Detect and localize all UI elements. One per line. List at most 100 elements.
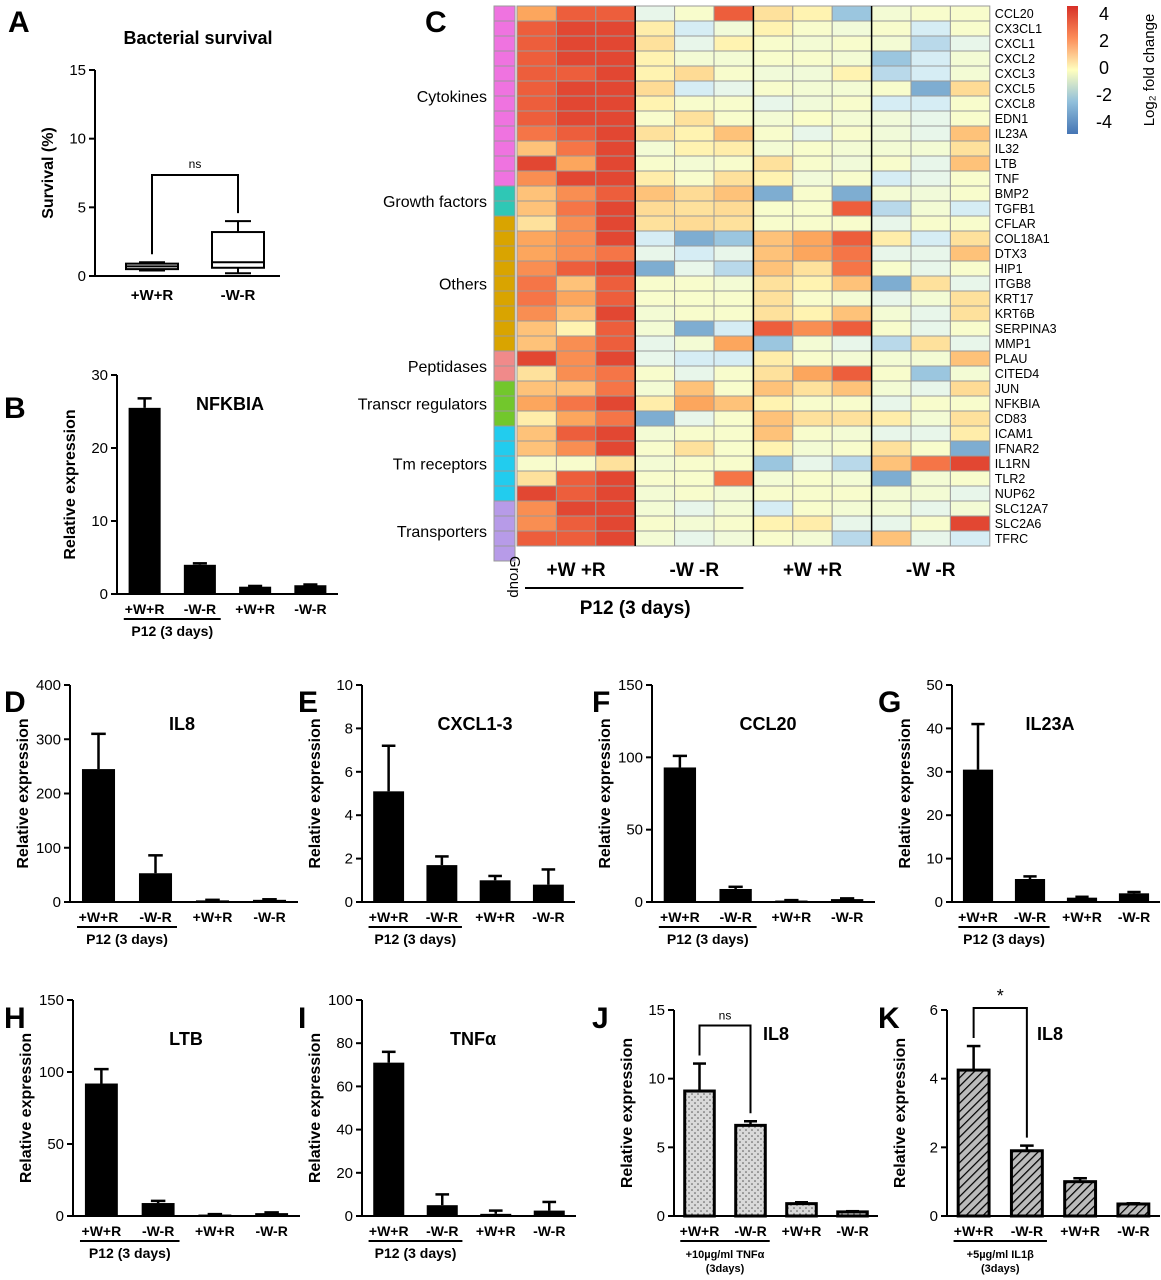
heatmap-cell [595,215,636,232]
heatmap-cell [752,320,794,337]
heatmap-cell [674,155,715,172]
heatmap-cell [910,350,951,367]
heatmap-cell [792,275,833,292]
gene-label: COL18A1 [995,232,1050,246]
heatmap-cell [634,350,676,367]
heatmap-cell [555,350,597,367]
heatmap-cell [555,440,597,457]
gene-label: SERPINA3 [995,322,1057,336]
bar [663,767,697,902]
heatmap-cell [792,350,833,367]
heatmap-cell [949,245,991,262]
heatmap-cell [752,275,794,292]
y-tick-label: 80 [336,1035,353,1052]
y-tick-label: 5 [78,199,86,216]
heatmap-cell [674,335,715,352]
heatmap-cell [871,335,912,352]
heatmap-cell [713,455,754,472]
heatmap-cell [831,275,873,292]
y-tick-label: 0 [78,268,86,285]
heatmap-cell [792,155,833,172]
bar [128,407,161,594]
heatmap-cell [792,320,833,337]
heatmap-cell [634,80,676,97]
heatmap-cell [516,95,557,112]
heatmap-cell [949,5,991,22]
x-tick-label: -W-R [255,1223,287,1239]
heatmap-cell [674,515,715,532]
heatmap-cell [792,395,833,412]
heatmap-cell [871,470,912,487]
heatmap-cell [516,260,557,277]
heatmap-cell [831,425,873,442]
bar [195,900,230,902]
heatmap-cell [595,110,636,127]
heatmap-cell [595,350,636,367]
panel-letter-g: G [878,686,901,719]
x-tick-label: +W+R [772,909,812,925]
column-group-label: -W -R [670,560,720,581]
heatmap-cell [674,290,715,307]
y-axis-label: Relative expression [62,409,79,559]
y-tick-label: 15 [648,1002,665,1019]
heatmap-cell [792,5,833,22]
heatmap-cell [634,425,676,442]
heatmap-cell [752,20,794,37]
heatmap-cell [555,425,597,442]
heatmap-cell [792,365,833,382]
chart-title: CCL20 [739,714,796,734]
bar [81,769,116,902]
heatmap-cell [910,365,951,382]
heatmap-cell [752,410,794,427]
heatmap-cell [949,305,991,322]
panel-a: 0 5 10 15 Survival (%) Bacterial survival +W+R… [40,28,280,304]
bar [373,1062,405,1216]
heatmap-cell [752,365,794,382]
heatmap-cell [910,470,951,487]
heatmap-cell [713,485,754,502]
bar [683,1089,716,1218]
heatmap-cell [595,140,636,157]
heatmap-cell [871,350,912,367]
heatmap-cell [595,410,636,427]
heatmap-cell [674,50,715,67]
gene-label: KRT17 [995,292,1034,306]
heatmap-cell [910,215,951,232]
heatmap-cell [634,305,676,322]
heatmap-cell [634,155,676,172]
gene-label: IL32 [995,142,1019,156]
bar [479,880,511,902]
heatmap-cell [634,125,676,142]
heatmap-cell [516,425,557,442]
heatmap-cell [555,395,597,412]
heatmap-cell [595,260,636,277]
heatmap-cell [674,305,715,322]
y-tick-label: 60 [336,1078,353,1095]
heatmap-cell [674,485,715,502]
heatmap-cell [595,5,636,22]
gene-label: CXCL2 [995,52,1035,66]
heatmap-cell [516,515,557,532]
bar [426,865,458,902]
bar [1118,893,1150,902]
panel-letter-e: E [298,686,318,719]
heatmap-cell [871,290,912,307]
heatmap-cell [871,395,912,412]
gene-label: TNF [995,172,1020,186]
heatmap-cell [516,140,557,157]
y-tick-label: 8 [345,720,353,737]
heatmap-cell [595,455,636,472]
heatmap-cell [595,380,636,397]
heatmap-cell [792,185,833,202]
category-label: Others [439,277,487,294]
heatmap-cell [595,20,636,37]
heatmap-cell [516,410,557,427]
heatmap-cell [831,80,873,97]
y-tick-label: 4 [930,1071,938,1088]
heatmap-cell [949,350,991,367]
gene-label: MMP1 [995,337,1031,351]
heatmap-cell [831,5,873,22]
gene-label: CITED4 [995,367,1040,381]
heatmap-cell [516,65,557,82]
heatmap-cell [752,245,794,262]
